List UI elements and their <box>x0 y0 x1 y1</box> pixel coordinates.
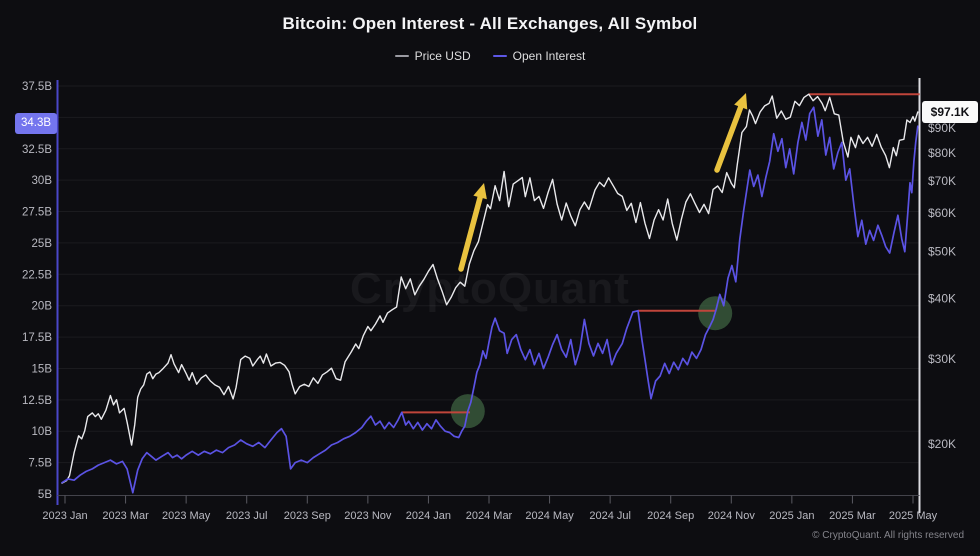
left-axis-label: 37.5B <box>22 81 52 93</box>
right-axis-label: $50K <box>928 245 956 259</box>
legend-label-price: Price USD <box>414 49 471 63</box>
x-axis-label: 2024 Sep <box>647 510 694 522</box>
left-axis-label: 10B <box>32 426 53 438</box>
legend-item-open-interest[interactable]: Open Interest <box>492 49 586 63</box>
left-axis-label: 22.5B <box>22 269 52 281</box>
legend-item-price[interactable]: Price USD <box>394 49 471 63</box>
left-axis-label: 32.5B <box>22 144 52 156</box>
up-trend-arrow <box>714 101 745 173</box>
x-axis-label: 2023 Mar <box>102 510 149 522</box>
left-axis-label: 7.5B <box>28 458 52 470</box>
x-axis-label: 2023 Jan <box>42 510 87 522</box>
chart-legend: Price USD Open Interest <box>0 49 980 63</box>
left-axis-label: 20B <box>32 301 53 313</box>
right-axis-label: $30K <box>928 352 956 366</box>
x-axis-label: 2023 May <box>162 510 211 522</box>
open-interest-line <box>61 106 919 494</box>
x-axis-label: 2024 Mar <box>466 510 513 522</box>
right-axis-label: $40K <box>928 291 956 305</box>
left-axis-label: 30B <box>32 175 53 187</box>
price-current-value-badge: $97.1K <box>922 101 978 123</box>
right-axis-label: $90K <box>928 121 956 135</box>
x-axis-label: 2024 Nov <box>708 510 756 522</box>
right-axis-label: $60K <box>928 206 956 220</box>
left-axis-label: 27.5B <box>22 207 52 219</box>
x-axis-label: 2025 Jan <box>769 510 814 522</box>
left-axis-label: 12.5B <box>22 395 52 407</box>
right-axis-label: $80K <box>928 146 956 160</box>
x-axis-label: 2025 May <box>889 510 938 522</box>
x-axis-label: 2023 Nov <box>344 510 392 522</box>
x-axis-label: 2024 May <box>525 510 574 522</box>
x-axis-label: 2023 Sep <box>284 510 331 522</box>
left-axis-label: 15B <box>32 363 53 375</box>
left-axis-label: 17.5B <box>22 332 52 344</box>
copyright-notice: © CryptoQuant. All rights reserved <box>812 530 964 541</box>
left-axis-label: 5B <box>38 489 52 501</box>
x-axis-label: 2025 Mar <box>829 510 876 522</box>
x-axis-label: 2023 Jul <box>226 510 268 522</box>
up-trend-arrow-head <box>734 93 748 110</box>
x-axis-label: 2024 Jul <box>589 510 631 522</box>
right-axis-label: $20K <box>928 437 956 451</box>
legend-label-open-interest: Open Interest <box>512 49 586 63</box>
left-axis-label: 25B <box>32 238 53 250</box>
up-trend-arrow <box>458 191 484 272</box>
open-interest-current-value-badge: 34.3B <box>15 113 57 134</box>
price-line-swatch-icon <box>394 55 409 57</box>
x-axis-label: 2024 Jan <box>406 510 451 522</box>
right-axis-label: $70K <box>928 174 956 188</box>
up-trend-arrow-head <box>473 183 487 200</box>
open-interest-line-swatch-icon <box>492 55 507 57</box>
price-line <box>61 93 919 484</box>
chart-title: Bitcoin: Open Interest - All Exchanges, … <box>282 14 698 33</box>
